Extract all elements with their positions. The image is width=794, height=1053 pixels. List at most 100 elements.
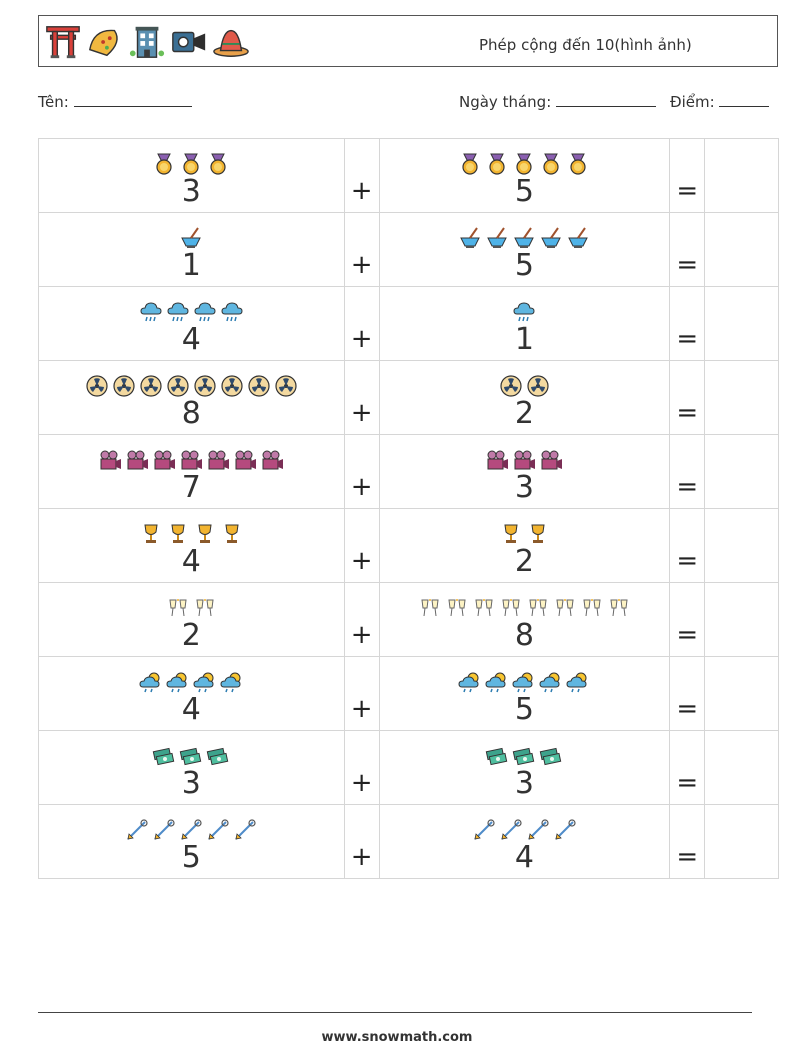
trophy-icon (198, 524, 212, 543)
picture-group (380, 373, 670, 399)
operand-cell: 2 (378, 508, 671, 583)
rain-cloud-icon (140, 302, 162, 322)
equals-cell: = (669, 508, 706, 583)
dart-tool-icon (127, 819, 148, 840)
operand-cell: 5 (38, 804, 345, 879)
sun-rain-cloud-icon (458, 672, 479, 693)
equals-cell: = (669, 212, 706, 287)
operand-cell: 7 (38, 434, 345, 509)
problem-row: 3 +5 = (38, 138, 779, 213)
answer-cell[interactable] (704, 434, 779, 509)
name-field[interactable]: Tên: (38, 93, 192, 111)
money-icon (486, 747, 508, 766)
problem-row: 8 +2 = (38, 360, 779, 435)
operand-cell: 3 (38, 730, 345, 805)
date-blank[interactable] (556, 93, 657, 107)
equals-cell: = (669, 138, 706, 213)
answer-cell[interactable] (704, 656, 779, 731)
operand-number: 3 (514, 766, 534, 801)
rain-cloud-icon (167, 302, 189, 322)
picture-group (380, 817, 670, 843)
operand-cell: 1 (38, 212, 345, 287)
answer-cell[interactable] (704, 286, 779, 361)
date-field[interactable]: Ngày tháng: (459, 93, 657, 111)
medal-icon (156, 153, 172, 175)
toast-glasses-icon (529, 599, 547, 617)
answer-cell[interactable] (704, 360, 779, 435)
plus-sign: + (350, 842, 373, 872)
money-icon (153, 747, 175, 766)
toast-glasses-icon (475, 599, 493, 617)
problem-row: 2 +8 = (38, 582, 779, 657)
rain-cloud-icon (194, 302, 216, 322)
picture-group (380, 225, 670, 251)
score-field[interactable]: Điểm: (670, 93, 770, 111)
movie-camera-icon (235, 450, 257, 470)
equals-cell: = (669, 286, 706, 361)
movie-camera-icon (127, 450, 149, 470)
plus-sign: + (350, 694, 373, 724)
sombrero-icon (213, 29, 249, 57)
radiation-icon (113, 375, 135, 397)
sun-rain-cloud-icon (166, 672, 187, 693)
medal-icon (543, 153, 560, 175)
operand-number: 8 (514, 618, 534, 653)
footer-url[interactable]: www.snowmath.com (321, 1030, 473, 1045)
equals-sign: = (676, 250, 699, 280)
answer-cell[interactable] (704, 804, 779, 879)
worksheet-header: Phép cộng đến 10(hình ảnh) (38, 15, 778, 67)
picture-group (380, 743, 670, 769)
score-blank[interactable] (719, 93, 770, 107)
operand-cell: 2 (378, 360, 671, 435)
operand-cell: 3 (38, 138, 345, 213)
problem-row: 7 +3 = (38, 434, 779, 509)
equals-cell: = (669, 804, 706, 879)
medal-icon (489, 153, 506, 175)
picture-group (39, 817, 344, 843)
plus-sign: + (350, 768, 373, 798)
toast-glasses-icon (421, 599, 439, 617)
answer-cell[interactable] (704, 730, 779, 805)
operand-number: 3 (181, 174, 201, 209)
radiation-icon (221, 375, 243, 397)
trophy-icon (225, 524, 239, 543)
answer-cell[interactable] (704, 508, 779, 583)
rain-cloud-icon (221, 302, 243, 322)
plus-sign: + (350, 472, 373, 502)
operand-number: 1 (514, 322, 534, 357)
operand-cell: 3 (378, 730, 671, 805)
operand-number: 4 (181, 692, 201, 727)
toast-glasses-icon (583, 599, 601, 617)
problem-row: 4 +5 = (38, 656, 779, 731)
problem-row: 4 +2 = (38, 508, 779, 583)
picture-group (39, 151, 344, 177)
equals-cell: = (669, 434, 706, 509)
sun-rain-cloud-icon (539, 672, 560, 693)
medal-icon (462, 153, 479, 175)
movie-camera-icon (487, 450, 509, 470)
plus-sign: + (350, 546, 373, 576)
equals-cell: = (669, 360, 706, 435)
picture-group (39, 447, 344, 473)
operand-number: 2 (514, 544, 534, 579)
name-blank[interactable] (73, 93, 192, 107)
answer-cell[interactable] (704, 138, 779, 213)
movie-camera-icon (541, 450, 563, 470)
date-label: Ngày tháng: (459, 93, 552, 111)
header-icons (44, 21, 250, 63)
answer-cell[interactable] (704, 582, 779, 657)
answer-cell[interactable] (704, 212, 779, 287)
operand-cell: 4 (38, 508, 345, 583)
plus-sign: + (350, 176, 373, 206)
mortar-icon (568, 227, 589, 248)
plus-cell: + (343, 212, 380, 287)
picture-group (39, 743, 344, 769)
operand-number: 7 (181, 470, 201, 505)
radiation-icon (140, 375, 162, 397)
money-icon (513, 747, 535, 766)
movie-camera-icon (181, 450, 203, 470)
operand-number: 4 (514, 840, 534, 875)
mortar-icon (514, 227, 535, 248)
equals-sign: = (676, 472, 699, 502)
dart-tool-icon (181, 819, 202, 840)
